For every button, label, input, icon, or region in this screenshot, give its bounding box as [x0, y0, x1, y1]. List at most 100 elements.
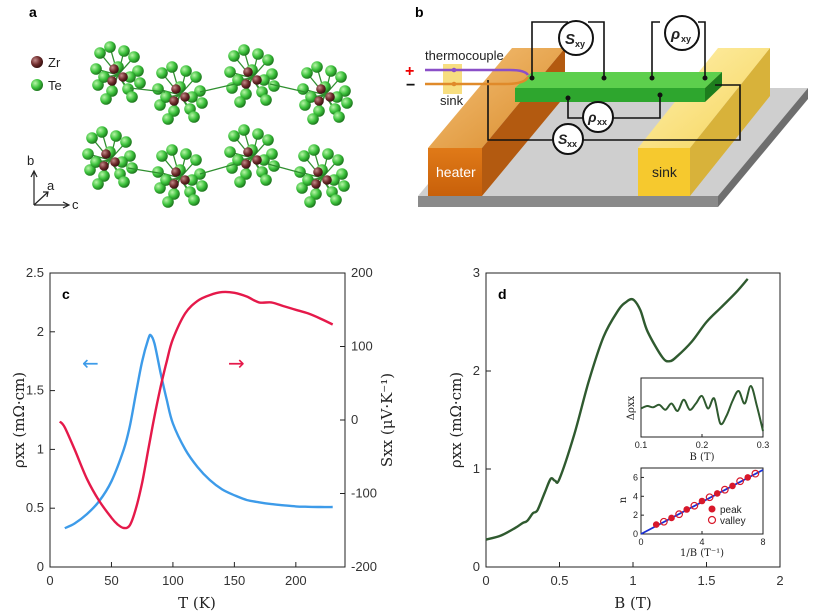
te-atom [301, 67, 313, 79]
heater-top [428, 48, 565, 148]
axis-a-label: a [47, 178, 55, 193]
te-atom [190, 71, 202, 83]
sink-block-label: sink [652, 164, 678, 180]
thermocouple-junction-1 [451, 67, 457, 73]
right-axis-arrow: → [228, 351, 245, 375]
te-atom [90, 63, 102, 75]
thermocouple-wire-purple [425, 68, 530, 76]
te-atom [134, 77, 146, 89]
te-atom [224, 146, 236, 158]
te-atom [168, 188, 180, 200]
sxx-meter: S xx [552, 123, 584, 155]
te-atom [92, 178, 104, 190]
peak-point [683, 506, 691, 513]
te-atom [180, 148, 192, 160]
valley-point [736, 477, 745, 486]
panel-c-ylabel-right: Sxx (μV·K⁻¹) [378, 373, 396, 467]
inset2-x-tick: 4 [699, 537, 704, 547]
te-atom [116, 156, 128, 168]
sample-front [515, 88, 705, 102]
te-atom [298, 150, 310, 162]
c-y-right-tick: 100 [351, 339, 373, 354]
sxy-meter: S xy [558, 20, 594, 56]
zr-atom [180, 92, 190, 102]
te-atom [322, 148, 334, 160]
te-atom [304, 196, 316, 208]
peak-point [668, 514, 675, 522]
crystal-structure [82, 41, 353, 208]
c-y-left-tick: 2.5 [26, 265, 44, 280]
sink-small-label: sink [440, 93, 464, 108]
base-plate-front [418, 196, 718, 207]
panel-c-label: c [62, 286, 70, 302]
te-atom [90, 156, 102, 168]
zr-legend-marker [31, 56, 43, 68]
te-atom [252, 48, 264, 60]
c-y-left-tick: 2 [37, 324, 44, 339]
zr-atom [180, 175, 190, 185]
panel-c-frame [49, 272, 346, 568]
peak-point [729, 482, 736, 490]
d-y-tick: 2 [473, 363, 480, 378]
te-atom [156, 67, 168, 79]
panel-c-ylabel-left: ρxx (mΩ·cm) [10, 372, 28, 468]
thermocouple-wire-orange [425, 76, 530, 86]
te-atom [166, 144, 178, 156]
te-atom [332, 154, 344, 166]
te-atom [266, 148, 278, 160]
te-atom [258, 74, 270, 86]
d-x-tick: 1.5 [697, 573, 715, 588]
te-atom [224, 66, 236, 78]
zr-atom [322, 175, 332, 185]
te-atom [194, 85, 206, 97]
te-atom [228, 130, 240, 142]
inset1-ylabel: Δρxx [626, 395, 637, 420]
sample-side [705, 72, 722, 102]
rho-xx-curve [64, 333, 333, 530]
te-atom [252, 128, 264, 140]
inset2-xlabel: 1/B (T⁻¹) [680, 548, 724, 559]
thermocouple-sink-pad [443, 64, 462, 94]
d-y-tick: 3 [473, 265, 480, 280]
te-atom [98, 170, 110, 182]
svg-text:xy: xy [575, 39, 585, 49]
panel-b-label: b [415, 4, 424, 20]
te-atom [310, 188, 322, 200]
te-atom [128, 51, 140, 63]
te-legend-marker [31, 79, 43, 91]
te-atom [96, 126, 108, 138]
te-atom [186, 174, 198, 186]
c-y-left-tick: 1 [37, 441, 44, 456]
te-atom [260, 94, 272, 106]
te-atom [336, 168, 348, 180]
te-atom [118, 45, 130, 57]
inset1-x-tick: 0.2 [696, 440, 709, 450]
thermocouple-label: thermocouple [425, 48, 504, 63]
sink-block-front [638, 148, 690, 196]
valley-point [675, 510, 684, 519]
te-atom [100, 93, 112, 105]
base-plate-side [718, 88, 808, 207]
te-atom [258, 154, 270, 166]
svg-text:ρ: ρ [587, 109, 597, 125]
svg-text:xx: xx [597, 117, 607, 127]
te-atom [313, 105, 325, 117]
zr-atom [110, 157, 120, 167]
zr-atom [101, 149, 111, 159]
inset2-x-tick: 0 [638, 537, 643, 547]
c-y-left-tick: 0 [37, 559, 44, 574]
te-atom [238, 124, 250, 136]
te-atom [106, 85, 118, 97]
panel-c-xlabel: T (K) [178, 594, 216, 612]
valley-point [690, 501, 699, 510]
te-atom [232, 74, 244, 86]
te-atom [104, 41, 116, 53]
rho-xx-field-curve [485, 278, 749, 541]
peak-point [744, 474, 752, 481]
te-atom [154, 182, 166, 194]
zr-atom [169, 96, 179, 106]
c-y-right-tick: 200 [351, 265, 373, 280]
svg-text:S: S [558, 131, 568, 147]
svg-text:xx: xx [567, 139, 577, 149]
inset-oscillation: 0.1 0.2 0.3 B (T) Δρxx [626, 377, 769, 463]
